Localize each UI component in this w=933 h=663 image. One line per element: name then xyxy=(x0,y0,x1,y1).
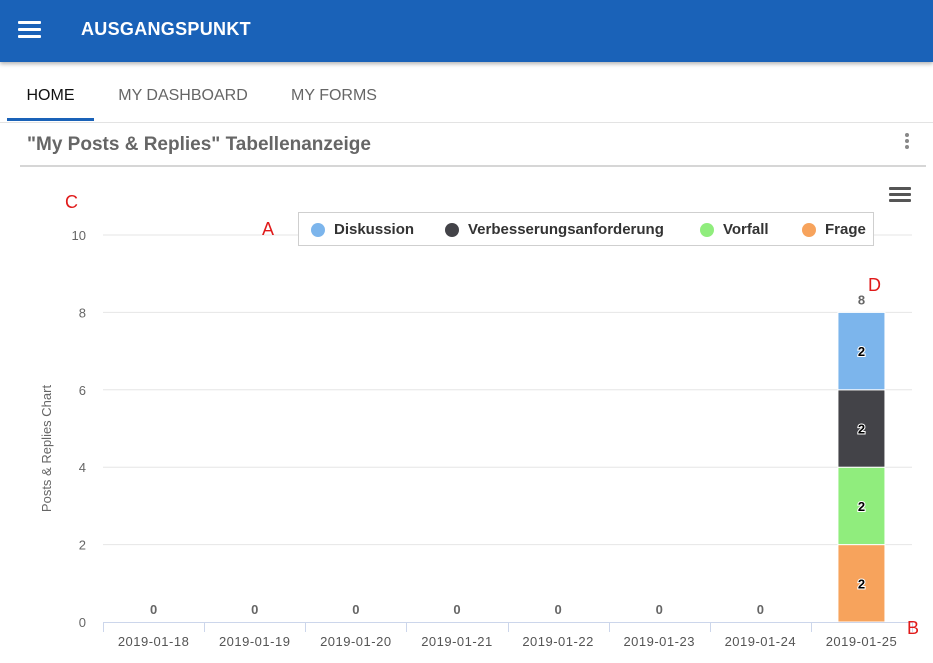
tab-home[interactable]: HOME xyxy=(26,87,75,104)
y-tick-label: 0 xyxy=(79,615,86,630)
y-tick-label: 6 xyxy=(79,383,86,398)
chart-legend: Diskussion Verbesserungsanforderung Vorf… xyxy=(298,212,874,246)
annotation-b: B xyxy=(907,618,920,638)
y-tick-label: 8 xyxy=(79,305,86,320)
chart-menu-icon[interactable] xyxy=(889,187,911,205)
x-tick-label: 2019-01-20 xyxy=(320,634,392,649)
stack-total-label: 0 xyxy=(150,602,157,617)
legend-dot-icon xyxy=(445,223,459,237)
y-tick-label: 2 xyxy=(79,538,86,553)
x-tick-label: 2019-01-24 xyxy=(725,634,797,649)
stack-total-label: 0 xyxy=(453,602,460,617)
more-options-icon[interactable] xyxy=(901,131,913,151)
y-axis-title: Posts & Replies Chart xyxy=(39,385,54,513)
x-tick-label: 2019-01-19 xyxy=(219,634,291,649)
legend-dot-icon xyxy=(802,223,816,237)
x-tick-label: 2019-01-23 xyxy=(623,634,695,649)
bar-data-label: 2 xyxy=(858,344,865,359)
stack-total-label: 0 xyxy=(554,602,561,617)
legend-dot-icon xyxy=(311,223,325,237)
x-tick-label: 2019-01-21 xyxy=(421,634,493,649)
active-tab-indicator xyxy=(7,118,94,121)
app-title: AUSGANGSPUNKT xyxy=(81,19,251,39)
stack-total-label: 0 xyxy=(352,602,359,617)
menu-icon[interactable] xyxy=(18,21,41,39)
x-tick-label: 2019-01-25 xyxy=(826,634,898,649)
annotation-a: A xyxy=(262,219,275,239)
stack-total-label: 0 xyxy=(757,602,764,617)
bar-data-label: 2 xyxy=(858,576,865,591)
bar-data-label: 2 xyxy=(858,499,865,514)
stack-total-label: 0 xyxy=(656,602,663,617)
annotation-d: D xyxy=(868,275,881,295)
panel-title: "My Posts & Replies" Tabellenanzeige xyxy=(27,134,371,155)
x-tick-label: 2019-01-22 xyxy=(522,634,594,649)
tab-my-forms[interactable]: MY FORMS xyxy=(291,87,377,104)
panel-divider xyxy=(20,165,926,167)
bar-segment[interactable] xyxy=(837,389,886,468)
tab-bar: HOME MY DASHBOARD MY FORMS xyxy=(0,70,933,123)
stack-total-label: 0 xyxy=(251,602,258,617)
bar-segment[interactable] xyxy=(837,311,886,391)
stack-total-label: 8 xyxy=(858,292,865,307)
y-tick-label: 4 xyxy=(79,460,86,475)
bar-data-label: 2 xyxy=(858,422,865,437)
app-bar: AUSGANGSPUNKT xyxy=(0,0,933,62)
y-tick-label: 10 xyxy=(72,228,86,243)
x-tick-label: 2019-01-18 xyxy=(118,634,190,649)
legend-dot-icon xyxy=(700,223,714,237)
tab-my-dashboard[interactable]: MY DASHBOARD xyxy=(118,87,248,104)
annotation-c: C xyxy=(65,192,78,212)
